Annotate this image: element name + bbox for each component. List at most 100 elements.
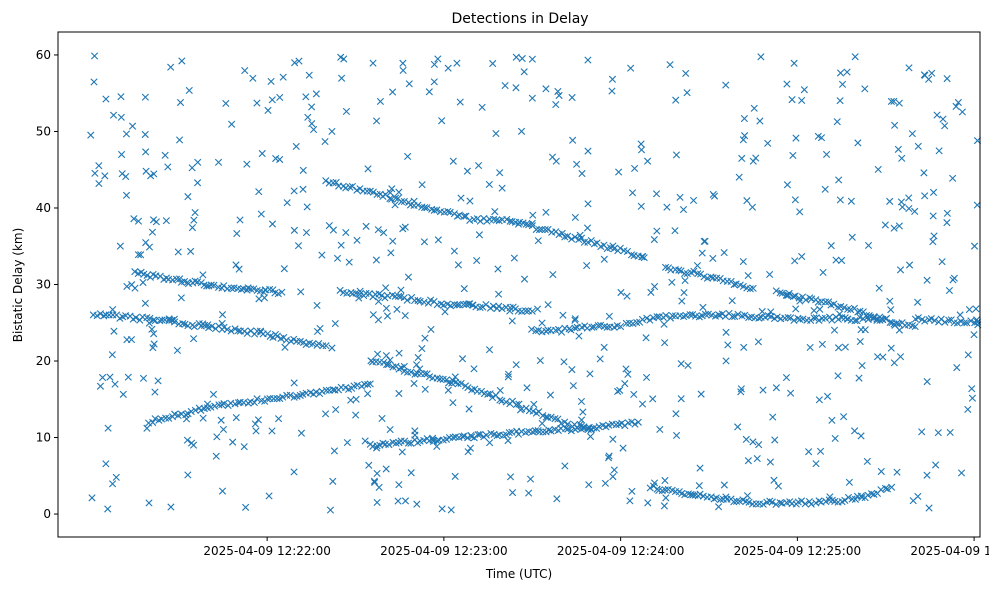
data-point-marker <box>182 415 191 423</box>
data-point-marker <box>553 495 561 503</box>
data-point-marker <box>964 405 972 413</box>
data-point-marker <box>117 113 125 121</box>
data-point-marker <box>421 334 429 342</box>
data-point-marker <box>154 377 162 385</box>
data-point-marker <box>290 468 298 476</box>
data-point-marker <box>709 190 717 199</box>
data-point-marker <box>568 93 576 102</box>
data-point-marker <box>663 203 671 211</box>
data-point-marker <box>571 316 579 324</box>
data-point-marker <box>454 261 462 269</box>
data-point-marker <box>604 454 613 462</box>
data-point-marker <box>661 339 669 347</box>
data-point-marker <box>617 322 625 331</box>
data-point-marker <box>453 301 461 309</box>
data-point-marker <box>463 167 472 175</box>
data-point-marker <box>631 164 639 173</box>
data-point-marker <box>261 286 269 294</box>
data-point-marker <box>162 217 170 225</box>
data-point-marker <box>475 231 483 239</box>
data-point-marker <box>676 193 684 201</box>
data-point-marker <box>250 398 258 407</box>
data-point-marker <box>972 305 980 313</box>
data-point-marker <box>886 318 894 326</box>
data-point-marker <box>404 273 413 281</box>
data-point-marker <box>508 317 516 325</box>
data-point-marker <box>807 316 815 324</box>
data-point-marker <box>449 399 457 407</box>
data-point-marker <box>848 233 856 241</box>
data-point-marker <box>337 241 345 249</box>
data-point-marker <box>672 96 680 104</box>
data-point-marker <box>241 66 249 75</box>
data-point-marker <box>243 160 251 168</box>
data-point-marker <box>679 206 688 214</box>
data-point-marker <box>637 146 646 154</box>
data-point-marker <box>807 500 815 508</box>
data-point-marker <box>778 289 786 297</box>
data-point-marker <box>715 503 723 511</box>
data-point-marker <box>911 207 919 215</box>
data-point-marker <box>364 380 372 389</box>
data-point-marker <box>299 166 307 174</box>
data-point-marker <box>791 196 799 204</box>
data-point-marker <box>696 464 704 472</box>
y-tick-label: 30 <box>36 278 51 292</box>
data-point-marker <box>518 54 526 63</box>
data-point-marker <box>108 480 117 488</box>
data-point-marker <box>184 471 192 479</box>
data-point-marker <box>410 197 418 205</box>
data-point-marker <box>283 199 291 207</box>
data-point-marker <box>886 297 894 305</box>
data-point-marker <box>585 481 593 489</box>
data-point-marker <box>382 304 390 312</box>
data-point-marker <box>739 136 747 144</box>
data-point-marker <box>528 94 536 102</box>
data-point-marker <box>389 237 397 245</box>
data-point-marker <box>573 160 581 168</box>
data-point-marker <box>614 387 622 395</box>
data-point-marker <box>818 314 826 323</box>
data-point-marker <box>414 296 422 305</box>
data-point-marker <box>630 390 638 398</box>
data-point-marker <box>444 64 452 72</box>
data-point-marker <box>888 483 896 491</box>
data-point-marker <box>890 359 898 367</box>
data-point-marker <box>145 243 154 251</box>
data-point-marker <box>399 59 407 67</box>
data-point-marker <box>441 308 449 316</box>
data-point-marker <box>112 473 120 481</box>
data-point-marker <box>96 382 105 390</box>
data-point-marker <box>188 164 196 172</box>
data-point-marker <box>489 59 497 68</box>
data-point-marker <box>236 216 244 224</box>
data-point-marker <box>819 268 827 277</box>
data-point-marker <box>568 235 576 243</box>
data-point-marker <box>576 420 584 428</box>
data-point-marker <box>464 300 473 308</box>
data-point-marker <box>864 315 872 324</box>
data-point-marker <box>800 86 808 94</box>
data-point-marker <box>934 429 942 437</box>
data-point-marker <box>407 368 415 376</box>
data-point-marker <box>796 208 804 216</box>
data-point-marker <box>496 386 504 395</box>
data-point-marker <box>184 410 192 418</box>
data-point-marker <box>680 288 688 297</box>
data-point-marker <box>101 172 109 180</box>
data-point-marker <box>340 55 348 63</box>
data-point-marker <box>740 132 749 140</box>
data-point-marker <box>131 268 139 276</box>
data-point-marker <box>823 392 832 400</box>
data-point-marker <box>321 137 329 146</box>
data-point-marker <box>960 319 968 327</box>
data-point-marker <box>867 490 876 498</box>
data-point-marker <box>858 361 866 370</box>
data-point-marker <box>308 120 316 128</box>
data-point-marker <box>418 344 426 353</box>
data-point-marker <box>309 340 317 348</box>
data-point-marker <box>844 493 853 502</box>
data-point-marker <box>164 163 172 171</box>
data-point-marker <box>622 365 630 373</box>
data-point-marker <box>701 310 710 318</box>
